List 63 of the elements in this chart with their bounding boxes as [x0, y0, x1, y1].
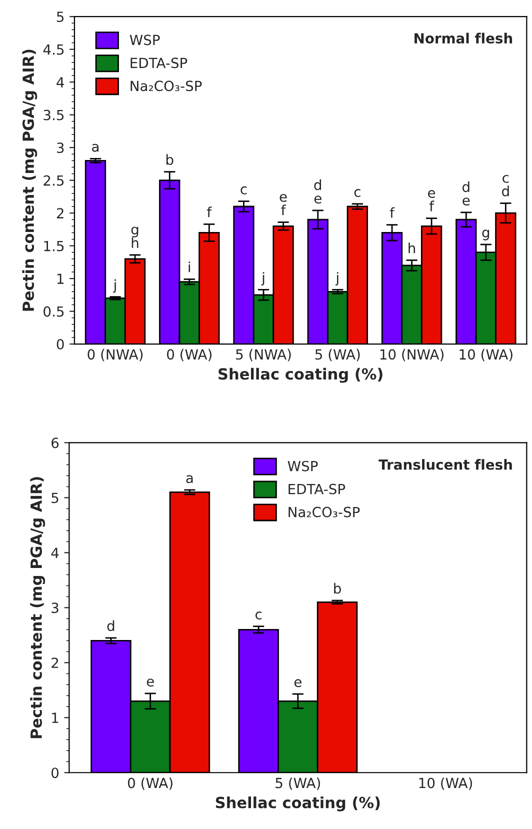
x-tick-label: 10 (NWA) — [380, 348, 444, 362]
y-tick-label: 3 — [56, 142, 64, 154]
y-axis-title: Pectin content (mg PGA/g AIR) — [22, 50, 38, 311]
y-tick-label: 0 — [56, 339, 64, 350]
y-tick-label: 3.5 — [44, 110, 64, 120]
x-tick-label: 5 (WA) — [276, 778, 320, 790]
y-tick-label: 5 — [52, 492, 58, 504]
x-tick-label: 10 (WA) — [460, 348, 512, 362]
data-label: a — [92, 144, 98, 152]
x-axis-title: Shellac coating (%) — [216, 796, 380, 812]
y-tick-label: 0 — [52, 768, 59, 778]
data-label: j — [113, 279, 116, 293]
y-tick-label: 1.5 — [44, 240, 64, 252]
x-tick-label: 10 (WA) — [419, 778, 472, 790]
data-label: d — [107, 620, 114, 632]
data-label: f — [207, 206, 212, 218]
y-tick-label: 6 — [52, 438, 59, 448]
legend-label: EDTA-SP — [288, 484, 346, 494]
y-tick-label: 2.5 — [44, 175, 64, 186]
x-tick-label: 0 (WA) — [167, 348, 212, 362]
x-tick-label: 0 (WA) — [128, 778, 172, 790]
y-tick-label: 1 — [57, 274, 64, 284]
x-tick-label: 5 (NWA) — [236, 348, 291, 362]
data-label: i — [188, 262, 190, 272]
legend-label: EDTA-SP — [130, 58, 188, 68]
y-tick-label: 4 — [56, 77, 64, 88]
y-tick-label: 0.5 — [44, 306, 64, 317]
data-label: j — [335, 272, 338, 286]
data-label: e — [146, 678, 154, 687]
data-label: e — [294, 679, 302, 688]
data-label: j — [261, 272, 264, 286]
data-label: c — [240, 186, 247, 194]
y-tick-label: 1 — [52, 712, 58, 723]
y-tick-label: 4 — [51, 548, 59, 558]
data-label: b — [334, 582, 341, 594]
data-label: b — [166, 154, 174, 165]
legend-label: Na₂CO₃-SP — [288, 506, 360, 518]
x-tick-label: 0 (NWA) — [88, 348, 143, 362]
data-label: f — [390, 207, 395, 218]
x-axis-title: Shellac coating (%) — [218, 368, 382, 383]
data-label: d e — [314, 179, 322, 204]
data-label: c — [256, 612, 262, 620]
legend-label: WSP — [288, 460, 318, 472]
data-label: e f — [280, 194, 287, 216]
y-tick-label: 5 — [56, 12, 64, 22]
legend-label: Na₂CO₃-SP — [130, 80, 202, 92]
data-label: g h — [131, 226, 138, 248]
y-tick-label: 4.5 — [43, 44, 64, 55]
data-label: c — [354, 189, 360, 198]
data-label: g — [482, 230, 490, 240]
data-label: d e — [462, 181, 470, 206]
y-tick-label: 3 — [52, 602, 58, 614]
data-label: a — [186, 475, 193, 484]
annotation: Translucent flesh — [378, 459, 512, 470]
y-axis-title: Pectin content (mg PGA/g AIR) — [30, 477, 46, 738]
x-tick-label: 5 (WA) — [315, 348, 360, 362]
annotation: Normal flesh — [414, 32, 512, 44]
y-tick-label: 2 — [52, 658, 58, 668]
data-label: h — [408, 242, 415, 254]
data-label: e f — [428, 190, 436, 212]
legend-label: WSP — [130, 34, 160, 46]
data-label: c d — [502, 174, 509, 196]
y-tick-label: 2 — [56, 208, 64, 218]
